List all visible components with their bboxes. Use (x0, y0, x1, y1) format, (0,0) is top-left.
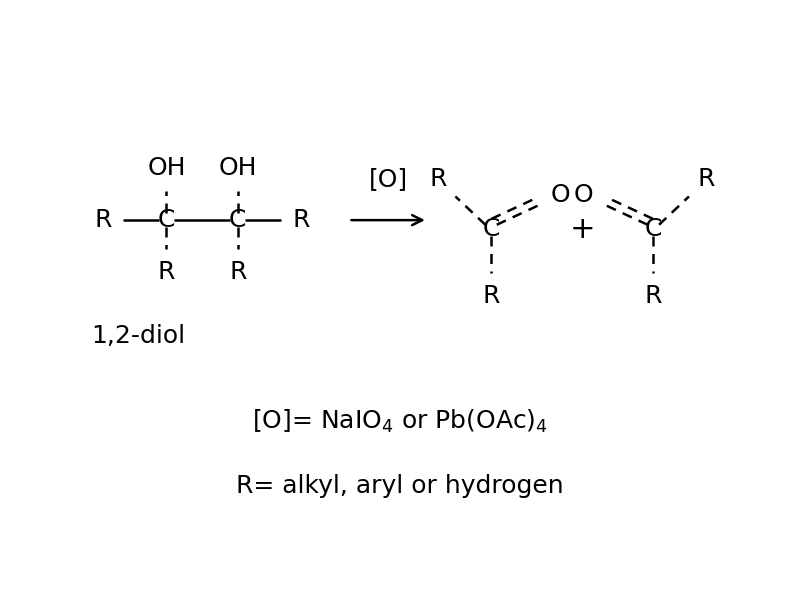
Text: O: O (551, 182, 570, 206)
Text: R: R (645, 284, 662, 308)
Text: R= alkyl, aryl or hydrogen: R= alkyl, aryl or hydrogen (236, 475, 564, 499)
Text: R: R (94, 208, 112, 232)
Text: R: R (482, 284, 500, 308)
Text: +: + (570, 214, 595, 244)
Text: [O]= NaIO$_4$ or Pb(OAc)$_4$: [O]= NaIO$_4$ or Pb(OAc)$_4$ (252, 407, 548, 435)
Text: O: O (574, 182, 594, 206)
Text: R: R (698, 167, 715, 191)
Text: C: C (158, 208, 175, 232)
Text: C: C (645, 217, 662, 241)
Text: 1,2-diol: 1,2-diol (92, 323, 186, 347)
Text: OH: OH (147, 157, 186, 181)
Text: R: R (158, 260, 175, 284)
Text: C: C (229, 208, 246, 232)
Text: R: R (430, 167, 446, 191)
Text: [O]: [O] (369, 167, 408, 191)
Text: OH: OH (218, 157, 257, 181)
Text: R: R (229, 260, 246, 284)
Text: R: R (292, 208, 310, 232)
Text: C: C (482, 217, 500, 241)
